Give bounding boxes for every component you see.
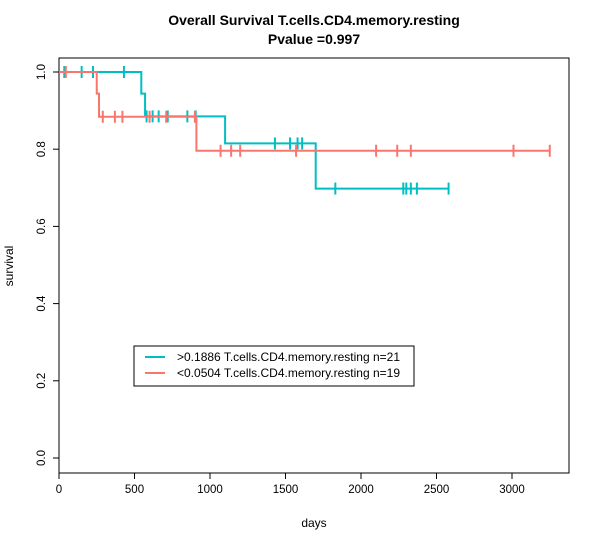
x-tick-label: 2000 — [348, 484, 374, 496]
x-tick-label: 3000 — [499, 484, 525, 496]
survival-curve — [59, 71, 449, 190]
x-tick-label: 1000 — [197, 484, 223, 496]
x-tick-label: 1500 — [273, 484, 299, 496]
y-tick-label: 0.6 — [36, 218, 48, 234]
y-tick-label: 1.0 — [36, 64, 48, 80]
x-axis-label: days — [301, 516, 326, 530]
y-tick-label: 0.8 — [36, 141, 48, 157]
y-axis: 0.0 0.2 0.4 0.6 0.8 1.0 — [36, 64, 60, 466]
x-tick-label: 0 — [56, 484, 62, 496]
legend-box — [133, 345, 415, 387]
series-layer — [59, 66, 551, 195]
legend-label: <0.0504 T.cells.CD4.memory.resting n=19 — [177, 366, 400, 380]
legend: >0.1886 T.cells.CD4.memory.resting n=21 … — [133, 345, 415, 387]
series-group — [59, 66, 551, 157]
x-tick-label: 2500 — [424, 484, 450, 496]
y-tick-label: 0.2 — [36, 373, 48, 389]
series-group — [59, 66, 450, 195]
chart-subtitle: Pvalue =0.997 — [268, 31, 360, 47]
x-axis: 0 500 1000 1500 2000 2500 3000 — [56, 472, 525, 496]
y-tick-label: 0.4 — [36, 295, 48, 312]
y-axis-label: survival — [2, 246, 16, 287]
legend-label: >0.1886 T.cells.CD4.memory.resting n=21 — [177, 350, 400, 364]
chart-title: Overall Survival T.cells.CD4.memory.rest… — [168, 12, 460, 28]
x-tick-label: 500 — [125, 484, 144, 496]
survival-curve — [59, 71, 550, 152]
y-tick-label: 0.0 — [36, 450, 48, 466]
plot-frame — [58, 57, 570, 474]
